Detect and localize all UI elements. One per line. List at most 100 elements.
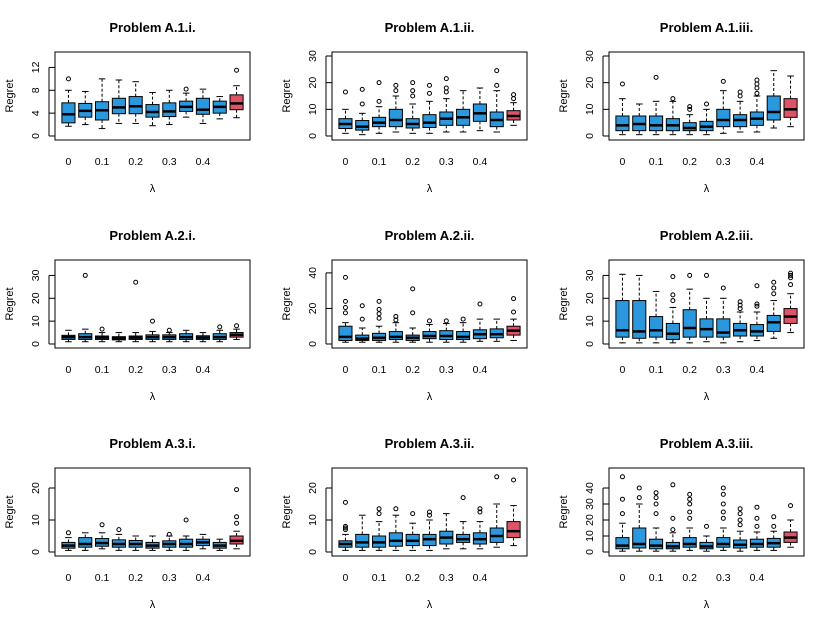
x-tick-label: 0 [66,156,72,168]
outlier-point [670,515,676,521]
box-1 [615,474,630,552]
chart-title: Problem A.1.ii. [385,20,475,35]
box-7 [716,285,731,344]
chart-panel-6: Problem A.2.iii. 0 10 20 30 Regret 0 0.1 0.2 0.3 0… [558,228,805,403]
outlier-point [116,527,122,533]
x-tick-label: 0.2 [682,364,697,376]
outlier-point [376,98,382,104]
box-8 [179,86,194,118]
box-9 [472,87,487,132]
outlier-point [82,272,88,278]
y-tick-label: 30 [30,269,42,281]
y-tick-label: 0 [584,341,596,347]
box-11 [506,92,521,126]
y-tick-label: 10 [584,103,596,115]
chart-panel-5: Problem A.2.ii. 0 20 40 Regret 0 0.1 0.2 0.3 0.4 λ [281,228,528,403]
outlier-point [342,298,348,304]
box-9 [472,506,487,550]
x-tick-label: 0.3 [439,156,454,168]
y-tick-label: 30 [584,269,596,281]
outlier-point [737,506,743,512]
plot-frame [54,51,251,141]
x-tick-label: 0.4 [196,364,211,376]
plot-frame [54,259,251,349]
x-tick-label: 0.1 [649,156,664,168]
box-11 [229,487,244,550]
outlier-point [754,303,760,309]
chart-panel-8: Problem A.3.ii. 0 10 20 Regret 0 0.1 0.2 0.3 0.4 λ [281,436,528,611]
plot-frame [331,259,528,349]
y-tick-label: 10 [307,103,319,115]
iqr-box [783,98,798,118]
y-tick-label: 0 [30,133,42,139]
box-1 [338,499,353,551]
box-2 [355,514,370,551]
x-tick-label: 0.1 [372,364,387,376]
box-8 [733,506,748,552]
outlier-point [687,496,693,502]
x-tick-label: 0.3 [716,156,731,168]
chart-panel-3: Problem A.1.iii. 0 10 20 30 Regret 0 0.1 0.2 0.3 0… [558,20,805,195]
outlier-point [754,90,760,96]
box-3 [372,506,387,551]
iqr-box [61,102,76,124]
outlier-point [443,85,449,91]
iqr-box [716,318,731,338]
outlier-point [183,86,189,92]
iqr-box [649,316,664,338]
box-8 [456,316,471,343]
outlier-point [788,282,794,288]
y-tick-label: 10 [307,514,319,526]
x-tick-label: 0 [620,156,626,168]
outlier-point [687,509,693,515]
outlier-point [460,316,466,322]
box-11 [506,296,521,341]
y-tick-label: 20 [307,302,319,314]
chart-title: Problem A.2.i. [109,228,195,243]
x-tick-label: 0.4 [473,364,488,376]
outlier-point [342,525,348,531]
y-tick-label: 20 [30,482,42,494]
box-7 [162,89,177,126]
box-1 [338,274,353,343]
box-5 [682,491,697,551]
box-5 [405,511,420,551]
outlier-point [771,285,777,291]
y-tick-label: 20 [584,292,596,304]
y-axis-label: Regret [558,495,570,528]
outlier-point [494,474,500,480]
box-6 [699,101,714,136]
outlier-point [754,523,760,529]
iqr-box [111,97,126,115]
outlier-point [166,531,172,537]
box-9 [749,504,764,551]
outlier-point [687,491,693,497]
outlier-point [754,515,760,521]
box-11 [229,323,244,340]
box-9 [195,332,210,343]
box-4 [388,506,403,551]
box-3 [95,326,110,343]
outlier-point [342,499,348,505]
x-tick-label: 0.1 [649,364,664,376]
outlier-point [133,279,139,285]
outlier-point [99,326,105,332]
iqr-box [716,108,731,128]
x-axis-label: λ [427,391,433,403]
iqr-box [665,322,680,340]
x-tick-label: 0.3 [162,156,177,168]
y-tick-label: 30 [307,50,319,62]
outlier-point [511,296,517,302]
outlier-point [376,306,382,312]
x-axis-label: λ [427,599,433,611]
box-1 [61,530,76,551]
outlier-point [687,272,693,278]
x-tick-label: 0.3 [716,364,731,376]
box-4 [388,82,403,133]
box-5 [128,279,143,343]
chart-title: Problem A.2.ii. [385,228,475,243]
outlier-point [443,76,449,82]
outlier-point [427,90,432,96]
box-5 [128,535,143,551]
box-2 [78,90,93,126]
